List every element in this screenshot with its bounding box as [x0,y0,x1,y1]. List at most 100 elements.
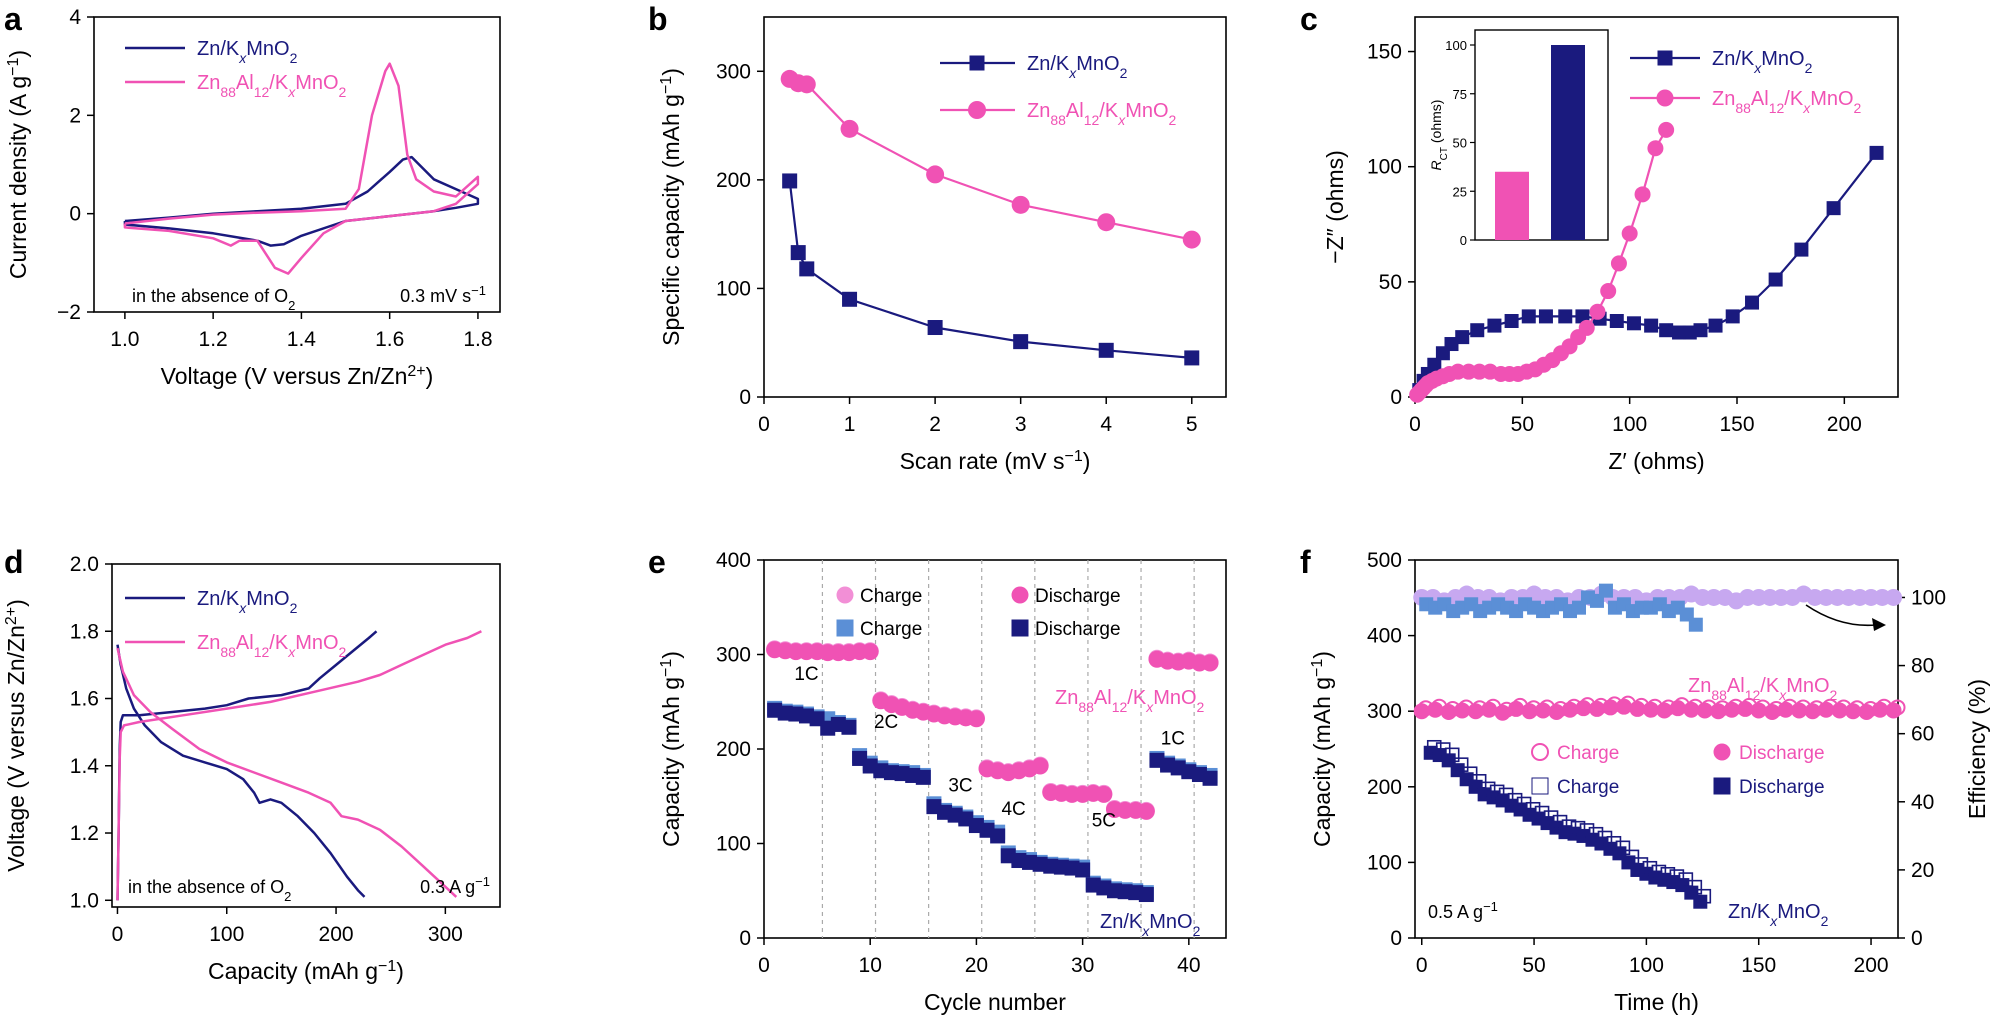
legend-marker [836,619,854,637]
text-part: −1 [378,958,396,975]
x-tick-label: 50 [1522,954,1545,977]
legend-label: Zn/KxMnO2 [197,588,298,616]
x-tick-label: 150 [1741,954,1776,977]
text-part: Zn/K [197,588,240,610]
data-point [1647,140,1664,157]
text-part: 2 [288,298,295,313]
data-point [1578,319,1595,336]
y-tick-label: 0 [739,927,751,950]
annotation: in the absence of O2 [128,877,291,904]
text-part: MnO [1149,911,1192,933]
x-tick-label: 0 [1409,413,1421,436]
rate-label: 1C [794,664,818,685]
legend-marker [968,101,986,119]
text-part: 2 [290,600,298,616]
x-tick-label: 0 [758,413,770,436]
x-tick-label: 100 [209,923,244,946]
data-point [1481,701,1498,718]
text-part: /K [269,72,289,94]
text-part: x [1753,60,1762,76]
data-point [1869,145,1884,160]
data-point [1137,802,1155,820]
text-part: x [238,600,247,616]
data-point-open [1696,888,1712,904]
legend-marker [1531,743,1549,761]
data-point [1885,588,1903,606]
text-part: Zn/K [1712,48,1755,70]
y-tick-label: 2 [69,104,81,127]
annotation: 0.3 A g−1 [420,874,490,898]
text-part: MnO [246,588,289,610]
y-right-tick-label: 40 [1911,791,1934,814]
x-tick-label: 200 [1854,954,1889,977]
data-point [1745,295,1760,310]
panel-letter: b [648,1,668,37]
data-point [1644,318,1659,333]
y-tick-label: 100 [716,277,751,300]
y-tick-label: 1.0 [70,889,99,912]
text-part: x [1145,699,1154,715]
text-part: Al [1066,100,1084,122]
data-point [1440,703,1457,720]
data-point [1710,703,1727,720]
data-point [1588,700,1605,717]
x-axis-label: Capacity (mAh g−1) [208,958,404,985]
cv-curve [123,155,480,247]
text-part: Capacity (mAh g [658,677,684,847]
inset-tick-label: 75 [1453,87,1467,102]
text-part: −1 [658,659,675,677]
plot-frame [93,16,501,313]
text-part: Zn/K [1027,53,1070,75]
data-point [1885,702,1902,719]
series-label: Zn88Al12/KxMnO2 [1688,675,1838,703]
x-tick-label: 0 [112,923,124,946]
y-tick-label: 0 [1390,386,1402,409]
legend-marker [1011,586,1029,604]
y-right-tick-label: 0 [1911,927,1923,950]
y-right-axis-label: Efficiency (%) [1964,679,1990,819]
data-point [1521,309,1536,324]
x-tick-label: 100 [1629,954,1664,977]
inset-bar [1495,171,1529,240]
data-point [1467,703,1484,720]
data-point [1535,702,1552,719]
y-axis-label: −Z″ (ohms) [1322,150,1348,264]
plot-frame [1414,16,1899,398]
data-point [1615,698,1632,715]
text-part: ) [5,50,31,58]
text-part: Zn [1712,88,1735,110]
data-point [1095,785,1113,803]
x-axis-label: Z′ (ohms) [1608,448,1704,474]
y-right-tick-label: 20 [1911,859,1934,882]
rct-inset: 0 25 50 75 100 RCT (ohms) [1428,29,1609,248]
legend-marker [969,55,985,71]
data-point [1494,704,1511,721]
text-part: 2 [1821,913,1829,929]
legend-label: Zn88Al12/KxMnO2 [197,632,347,660]
panel-letter: e [648,544,666,580]
legend-label: Charge [860,586,922,607]
text-part: Scan rate (mV s [900,448,1065,474]
text-part: ) [426,363,434,389]
text-part: 0.3 A g [420,877,475,897]
text-part: Voltage (V versus Zn/Zn [3,625,29,872]
voltage-curve [116,630,378,901]
text-part: ) [658,68,684,76]
data-point [1610,255,1627,272]
text-part: x [1117,112,1126,128]
data-point [915,769,931,785]
text-part: MnO [1777,901,1820,923]
legend-label: Discharge [1739,743,1825,764]
text-part: Specific capacity (mAh g [658,94,684,346]
data-point [1098,342,1114,358]
legend-marker [1713,743,1731,761]
data-point [797,75,816,94]
x-tick-label: 30 [1071,954,1094,977]
data-point [1508,700,1525,717]
data-point [967,710,985,728]
panel-letter: c [1300,1,1318,37]
text-part: /K [1127,687,1147,709]
voltage-curve [116,644,366,898]
data-point [1427,357,1442,372]
y-tick-label: 50 [1379,271,1402,294]
